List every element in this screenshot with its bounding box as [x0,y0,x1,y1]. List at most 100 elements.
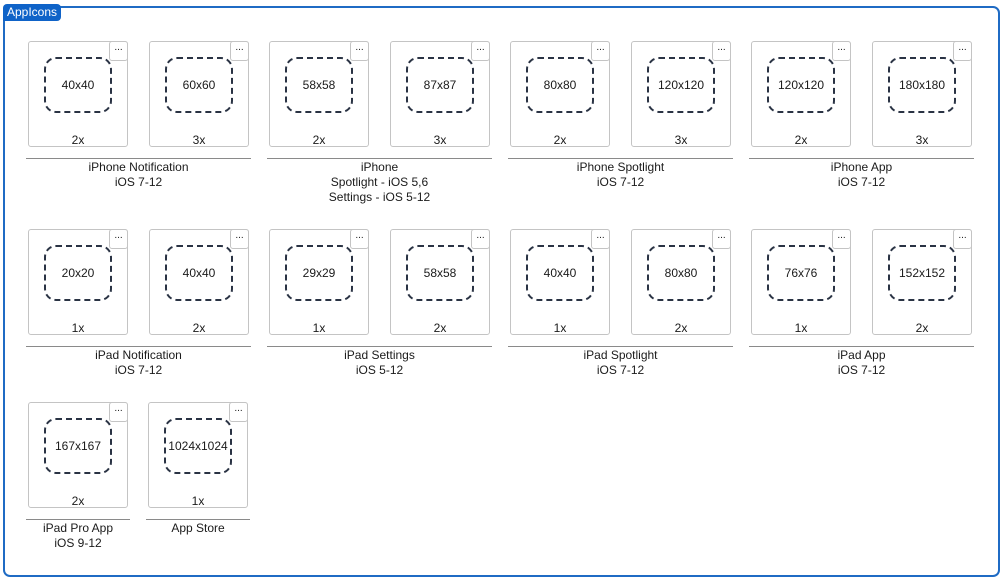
group-separator [26,158,251,159]
group-label: App Store [146,521,250,536]
icon-slot[interactable]: 80x80 2x... [510,41,610,147]
icon-size-label: 180x180 [898,78,946,92]
icon-size-label: 76x76 [784,266,818,280]
more-options-button[interactable]: ... [832,41,851,61]
icon-group: 40x40 1x... 80x80 2x... iPad Spotlight iOS 7-… [508,229,733,378]
icon-size-label: 40x40 [61,78,95,92]
icon-slots: 20x20 1x... 40x40 2x... [26,229,251,335]
icon-scale-label: 1x [71,321,85,335]
more-options-button[interactable]: ... [712,41,731,61]
group-label-line: iPhone App [830,160,893,174]
icon-slot[interactable]: 40x40 2x... [149,229,249,335]
icon-slot[interactable]: 120x120 3x... [631,41,731,147]
icon-group: 29x29 1x... 58x58 2x... iPad Settings iOS 5-1… [267,229,492,378]
icon-slots: 1024x1024 1x... [146,402,250,508]
more-options-button[interactable]: ... [109,41,128,61]
icon-drop-area[interactable]: 40x40 [165,245,233,301]
icon-drop-area[interactable]: 1024x1024 [164,418,232,474]
group-label-line: iOS 7-12 [837,175,886,189]
icon-slot[interactable]: 152x152 2x... [872,229,972,335]
icon-slot[interactable]: 80x80 2x... [631,229,731,335]
more-options-button[interactable]: ... [712,229,731,249]
icon-drop-area[interactable]: 20x20 [44,245,112,301]
more-options-button[interactable]: ... [591,229,610,249]
icon-drop-area[interactable]: 29x29 [285,245,353,301]
icon-drop-area[interactable]: 80x80 [526,57,594,113]
icon-size-label: 40x40 [543,266,577,280]
group-label-line: iPad Notification [95,348,182,362]
more-options-button[interactable]: ... [230,229,249,249]
icon-drop-area[interactable]: 80x80 [647,245,715,301]
icon-slot[interactable]: 60x60 3x... [149,41,249,147]
group-label: iPhone App iOS 7-12 [749,160,974,190]
group-label: iPad Settings iOS 5-12 [267,348,492,378]
icon-drop-area[interactable]: 58x58 [406,245,474,301]
icon-drop-area[interactable]: 152x152 [888,245,956,301]
icon-drop-area[interactable]: 76x76 [767,245,835,301]
icon-drop-area[interactable]: 40x40 [44,57,112,113]
icon-scale-label: 1x [794,321,808,335]
icon-scale-label: 2x [192,321,206,335]
more-options-button[interactable]: ... [471,41,490,61]
group-label-line: iPhone Notification [88,160,189,174]
icon-size-label: 80x80 [664,266,698,280]
icon-group: 1024x1024 1x... App Store [146,402,250,551]
icon-slot[interactable]: 120x120 2x... [751,41,851,147]
group-separator [508,346,733,347]
group-separator [749,158,974,159]
icon-scale-label: 2x [312,133,326,147]
icon-slot[interactable]: 58x58 2x... [390,229,490,335]
icon-drop-area[interactable]: 180x180 [888,57,956,113]
icon-slot[interactable]: 1024x1024 1x... [148,402,248,508]
icon-slot[interactable]: 180x180 3x... [872,41,972,147]
icon-group: 120x120 2x... 180x180 3x... iPhone App iOS 7-… [749,41,974,205]
icon-scale-label: 1x [553,321,567,335]
icon-slot[interactable]: 20x20 1x... [28,229,128,335]
icon-slot[interactable]: 87x87 3x... [390,41,490,147]
icon-drop-area[interactable]: 60x60 [165,57,233,113]
group-label: iPad Pro App iOS 9-12 [26,521,130,551]
icon-drop-area[interactable]: 120x120 [647,57,715,113]
icon-size-label: 167x167 [54,439,102,453]
icon-size-label: 80x80 [543,78,577,92]
icon-slot[interactable]: 58x58 2x... [269,41,369,147]
icon-slot[interactable]: 40x40 1x... [510,229,610,335]
groupbox-title: AppIcons [3,4,62,21]
icon-drop-area[interactable]: 40x40 [526,245,594,301]
group-label-line: iOS 7-12 [596,175,645,189]
icon-size-label: 120x120 [657,78,705,92]
icon-drop-area[interactable]: 120x120 [767,57,835,113]
icon-slot[interactable]: 29x29 1x... [269,229,369,335]
more-options-button[interactable]: ... [229,402,248,422]
more-options-button[interactable]: ... [350,229,369,249]
more-options-button[interactable]: ... [953,41,972,61]
group-label-line: iPhone Spotlight [576,160,665,174]
group-label-line: iPad App [837,348,886,362]
more-options-button[interactable]: ... [591,41,610,61]
group-label-line: iOS 5-12 [355,363,404,377]
icon-slot[interactable]: 167x167 2x... [28,402,128,508]
more-options-button[interactable]: ... [350,41,369,61]
more-options-button[interactable]: ... [230,41,249,61]
group-label: iPhone Spotlight iOS 7-12 [508,160,733,190]
more-options-button[interactable]: ... [109,402,128,422]
icon-slots: 120x120 2x... 180x180 3x... [749,41,974,147]
icon-size-label: 40x40 [182,266,216,280]
group-label-line: Spotlight - iOS 5,6 [330,175,429,189]
more-options-button[interactable]: ... [109,229,128,249]
icon-drop-area[interactable]: 58x58 [285,57,353,113]
icon-size-label: 58x58 [302,78,336,92]
icon-group: 20x20 1x... 40x40 2x... iPad Notification iOS… [26,229,251,378]
icon-slot[interactable]: 76x76 1x... [751,229,851,335]
more-options-button[interactable]: ... [832,229,851,249]
group-label: iPad Spotlight iOS 7-12 [508,348,733,378]
icon-drop-area[interactable]: 167x167 [44,418,112,474]
icon-scale-label: 3x [192,133,206,147]
icon-scale-label: 2x [915,321,929,335]
icon-scale-label: 1x [191,494,205,508]
icon-row: 167x167 2x... iPad Pro App iOS 9-12 1024x102… [26,402,250,551]
more-options-button[interactable]: ... [471,229,490,249]
icon-slot[interactable]: 40x40 2x... [28,41,128,147]
icon-drop-area[interactable]: 87x87 [406,57,474,113]
more-options-button[interactable]: ... [953,229,972,249]
